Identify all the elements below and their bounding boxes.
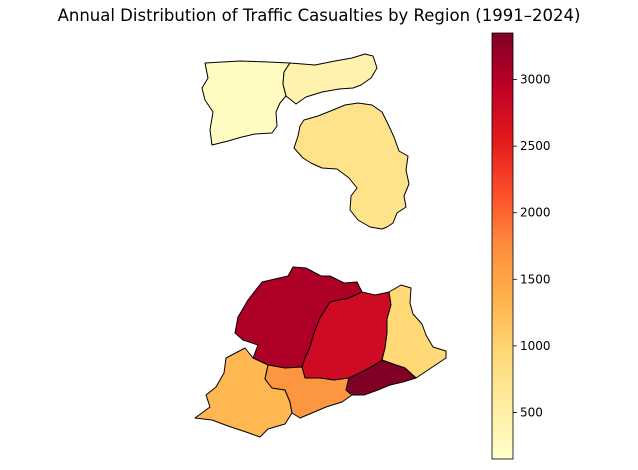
colorbar-tick-label: 3000 [520,73,551,87]
colorbar-ticks: 500 1000 1500 2000 2500 3000 [513,73,551,419]
colorbar-tick-label: 500 [520,405,543,419]
colorbar-tick-label: 1000 [520,339,551,353]
region-south-coast [345,359,417,396]
map-title: Annual Distribution of Traffic Casualtie… [57,6,581,25]
region-south [264,364,353,419]
colorbar-tick-label: 2000 [520,206,551,220]
colorbar-tick-label: 1500 [520,272,551,286]
colorbar-tick-label: 2500 [520,139,551,153]
region-north-east [282,53,378,105]
region-south-east [381,284,447,379]
region-north-west [201,60,291,146]
region-north-central [293,102,410,230]
colorbar: 500 1000 1500 2000 2500 3000 [491,32,551,460]
colorbar-gradient [491,32,514,460]
